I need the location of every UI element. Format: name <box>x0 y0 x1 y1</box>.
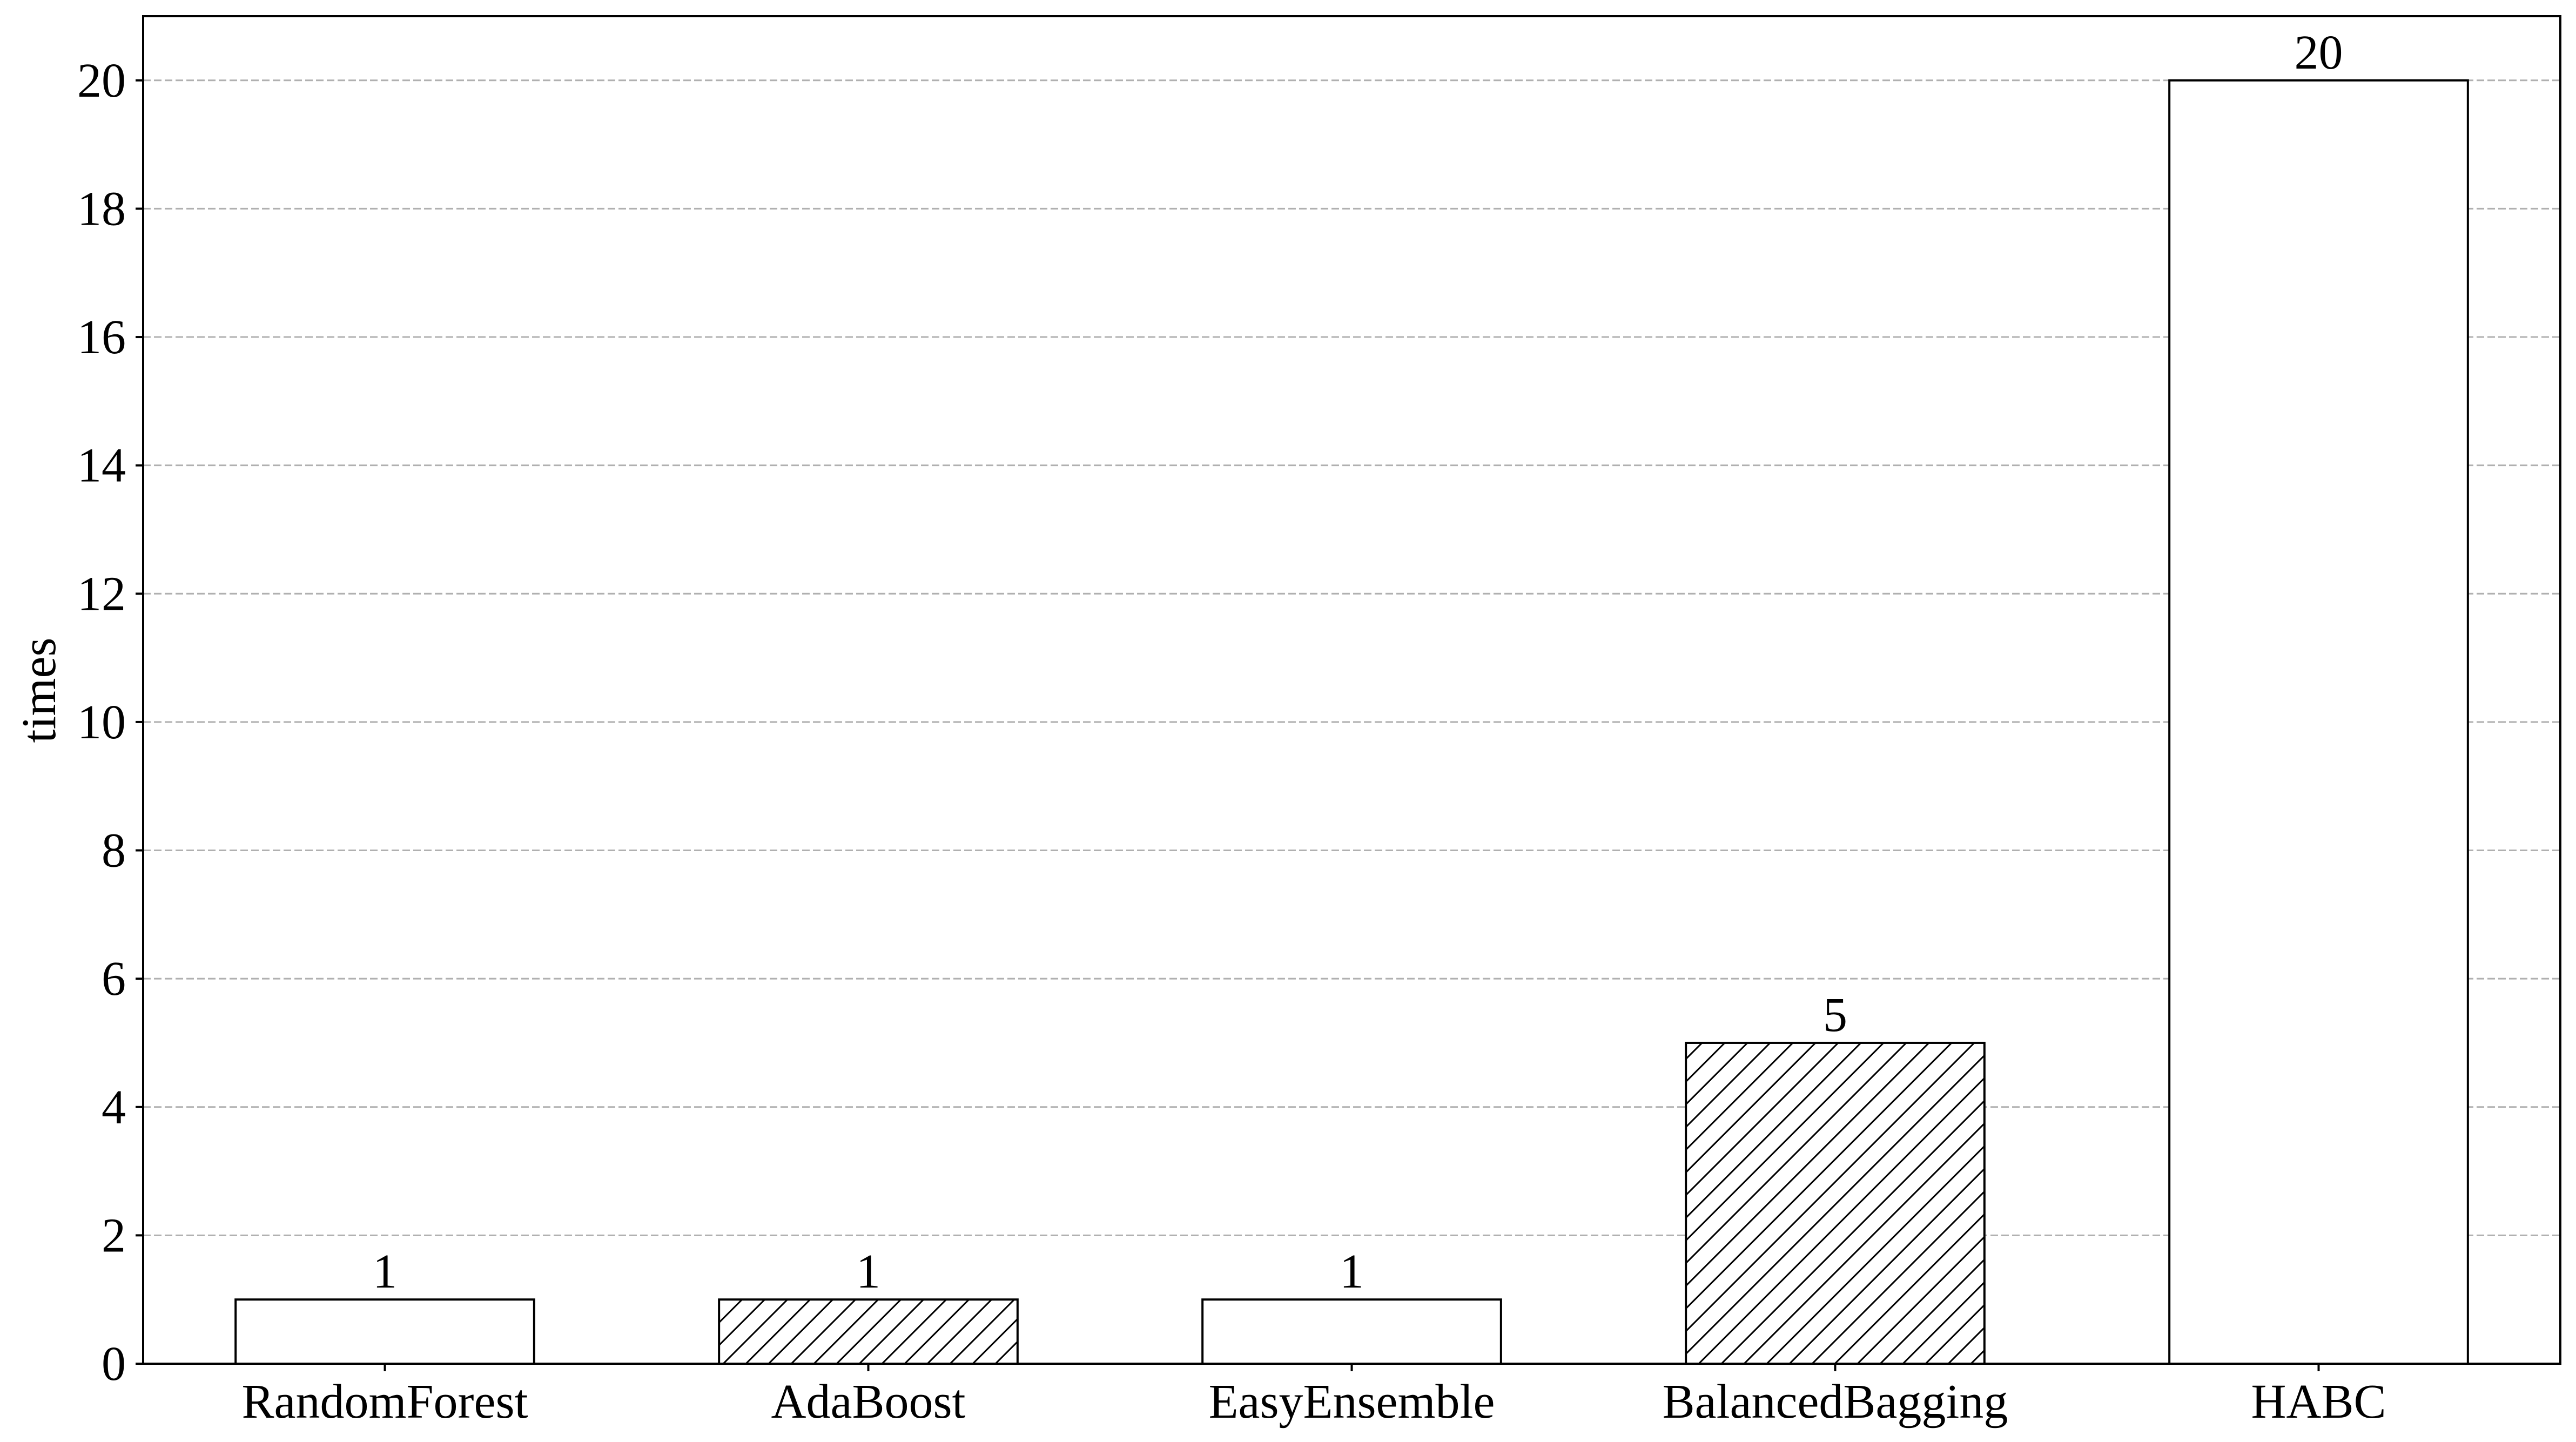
y-tick-label: 2 <box>102 1209 126 1262</box>
plot-frame <box>142 15 2561 1365</box>
x-tick-label-randomforest: RandomForest <box>242 1375 528 1428</box>
x-axis-ticks: RandomForest AdaBoost EasyEnsemble Balanced… <box>242 1364 2386 1428</box>
bars <box>234 79 2469 1365</box>
data-label-adaboost: 1 <box>856 1245 880 1298</box>
y-tick-label: 20 <box>77 54 126 107</box>
x-tick-label-habc: HABC <box>2251 1375 2386 1428</box>
bar-adaboost <box>718 1298 1019 1365</box>
data-label-habc: 20 <box>2295 26 2343 79</box>
x-tick-label-balancedbagging: BalancedBagging <box>1663 1375 2008 1428</box>
data-label-easyensemble: 1 <box>1340 1245 1364 1298</box>
bar-habc <box>2168 79 2469 1365</box>
y-tick-label: 4 <box>102 1081 126 1134</box>
y-tick-label: 6 <box>102 952 126 1006</box>
y-tick-label: 0 <box>102 1337 126 1391</box>
x-tick-label-easyensemble: EasyEnsemble <box>1209 1375 1495 1428</box>
data-label-randomforest: 1 <box>373 1245 397 1298</box>
y-tick-label: 16 <box>77 311 126 364</box>
x-tick-label-adaboost: AdaBoost <box>771 1375 966 1428</box>
data-labels: 1 1 1 5 20 <box>373 26 2343 1298</box>
y-tick-label: 18 <box>77 182 126 235</box>
bar-balancedbagging <box>1685 1041 1986 1365</box>
data-label-balancedbagging: 5 <box>1823 988 1847 1042</box>
y-tick-label: 12 <box>77 567 126 621</box>
bar-randomforest <box>234 1298 535 1365</box>
y-tick-label: 8 <box>102 824 126 878</box>
y-tick-label: 14 <box>77 439 126 493</box>
y-tick-label: 10 <box>77 696 126 749</box>
y-axis-ticks: 0 2 4 6 8 10 12 14 16 18 20 <box>77 54 143 1391</box>
y-axis-label: times <box>12 638 66 743</box>
y-gridlines <box>143 79 2560 1236</box>
bar-easyensemble <box>1201 1298 1502 1365</box>
